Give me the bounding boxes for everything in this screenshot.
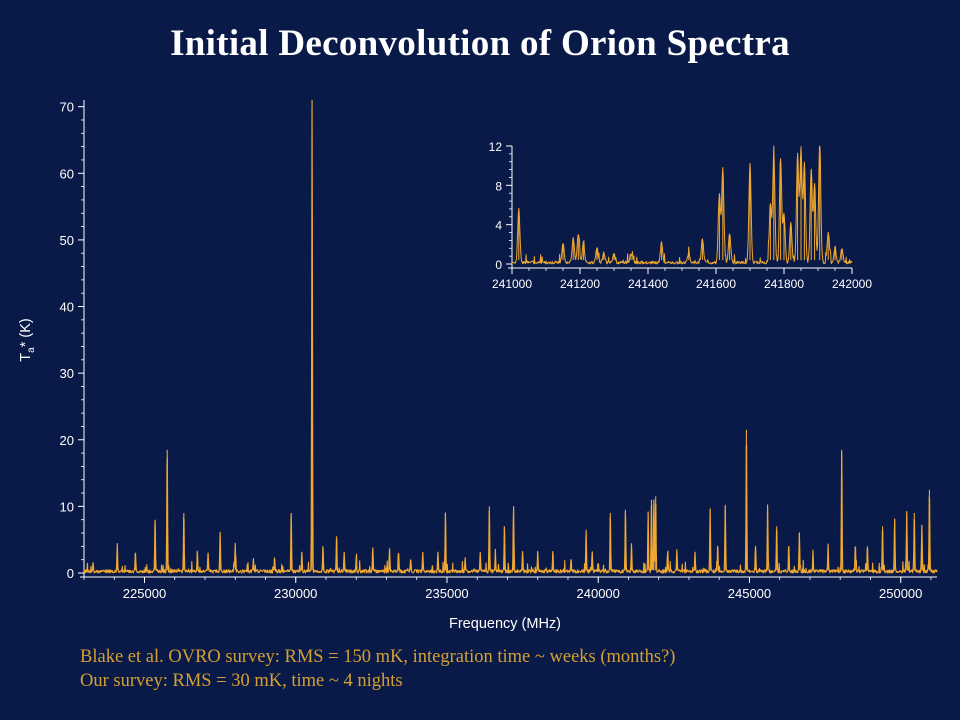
- slide-title: Initial Deconvolution of Orion Spectra: [170, 23, 790, 64]
- y-tick-label: 0: [67, 566, 74, 581]
- note-our-survey: Our survey: RMS = 30 mK, time ~ 4 nights: [80, 671, 403, 691]
- x-tick-label: 230000: [274, 586, 317, 601]
- x-tick-label: 250000: [879, 586, 922, 601]
- x-tick-label: 241200: [560, 277, 600, 291]
- y-tick-label: 40: [60, 300, 74, 315]
- spectrum-line: [83, 108, 938, 574]
- x-tick-label: 240000: [577, 586, 620, 601]
- spectrum-line: [511, 145, 853, 265]
- y-tick-label: 4: [495, 219, 502, 233]
- x-tick-label: 241400: [628, 277, 668, 291]
- x-tick-label: 241600: [696, 277, 736, 291]
- x-tick-label: 241800: [764, 277, 804, 291]
- y-tick-label: 10: [60, 499, 74, 514]
- note-blake-survey: Blake et al. OVRO survey: RMS = 150 mK, …: [80, 647, 676, 667]
- x-tick-label: 245000: [728, 586, 771, 601]
- y-tick-label: 70: [60, 100, 74, 115]
- y-tick-label: 8: [495, 179, 502, 193]
- x-tick-label: 242000: [832, 277, 872, 291]
- y-axis-label: Ta* (K): [18, 318, 37, 361]
- y-tick-label: 0: [495, 258, 502, 272]
- y-tick-label: 20: [60, 433, 74, 448]
- y-tick-label: 50: [60, 233, 74, 248]
- x-axis-label: Frequency (MHz): [449, 616, 561, 632]
- x-tick-label: 235000: [425, 586, 468, 601]
- main-spectrum-trace: [83, 100, 938, 574]
- y-tick-label: 30: [60, 366, 74, 381]
- inset-chart-axes: 0 4 8 12 241000 241200 241400 241600 241800 24200…: [489, 140, 873, 291]
- y-tick-label: 12: [489, 140, 503, 154]
- inset-spectrum-trace: [511, 145, 853, 265]
- survey-notes: Blake et al. OVRO survey: RMS = 150 mK, …: [80, 645, 675, 693]
- y-tick-label: 60: [60, 166, 74, 181]
- x-tick-label: 241000: [492, 277, 532, 291]
- x-tick-label: 225000: [123, 586, 166, 601]
